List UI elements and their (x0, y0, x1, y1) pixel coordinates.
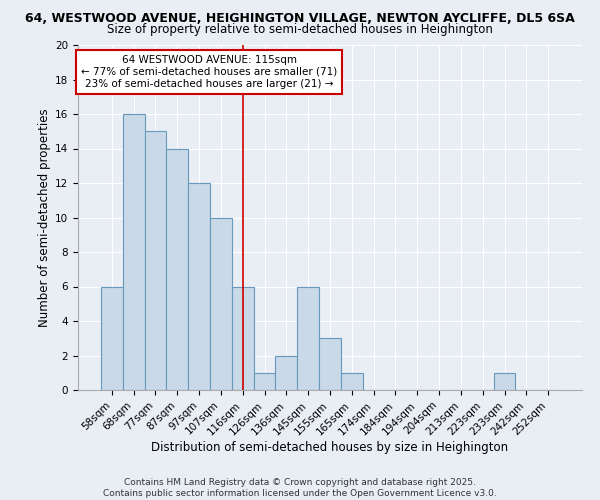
Bar (210, 218, 232, 390)
Text: Size of property relative to semi-detached houses in Heighington: Size of property relative to semi-detach… (107, 22, 493, 36)
Bar (232, 286, 254, 390)
Bar (494, 373, 515, 390)
Bar (254, 373, 275, 390)
Bar (166, 148, 188, 390)
Bar (123, 114, 145, 390)
Bar (275, 356, 297, 390)
X-axis label: Distribution of semi-detached houses by size in Heighington: Distribution of semi-detached houses by … (151, 440, 509, 454)
Bar (101, 286, 123, 390)
Bar (297, 286, 319, 390)
Text: 64 WESTWOOD AVENUE: 115sqm
← 77% of semi-detached houses are smaller (71)
23% of: 64 WESTWOOD AVENUE: 115sqm ← 77% of semi… (81, 56, 337, 88)
Bar (319, 338, 341, 390)
Bar (145, 131, 166, 390)
Text: 64, WESTWOOD AVENUE, HEIGHINGTON VILLAGE, NEWTON AYCLIFFE, DL5 6SA: 64, WESTWOOD AVENUE, HEIGHINGTON VILLAGE… (25, 12, 575, 26)
Bar (188, 183, 210, 390)
Bar (341, 373, 363, 390)
Text: Contains HM Land Registry data © Crown copyright and database right 2025.
Contai: Contains HM Land Registry data © Crown c… (103, 478, 497, 498)
Y-axis label: Number of semi-detached properties: Number of semi-detached properties (38, 108, 51, 327)
